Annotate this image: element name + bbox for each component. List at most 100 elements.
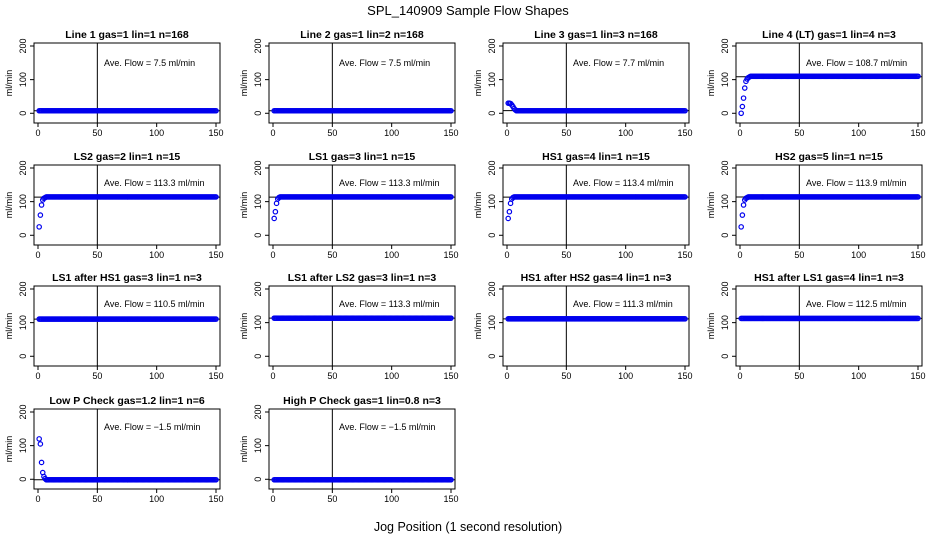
- x-tick-label: 100: [149, 371, 164, 381]
- panel-title: HS2 gas=5 lin=1 n=15: [775, 151, 883, 163]
- average-flow-annotation: Ave. Flow = 113.3 ml/min: [339, 178, 439, 188]
- y-tick-label: 0: [18, 111, 28, 116]
- y-tick-label: 100: [253, 438, 263, 453]
- x-tick-label: 0: [270, 128, 275, 138]
- x-tick-label: 100: [384, 128, 399, 138]
- figure-title: SPL_140909 Sample Flow Shapes: [367, 3, 569, 18]
- data-point: [213, 476, 219, 483]
- y-tick-label: 0: [487, 354, 497, 359]
- data-point: [739, 103, 746, 110]
- x-tick-label: 100: [384, 371, 399, 381]
- x-tick-label: 150: [208, 371, 223, 381]
- panel-11: HS1 after HS2 gas=4 lin=1 n=3 Ave. Flow =…: [473, 272, 693, 381]
- average-flow-annotation: Ave. Flow = 113.9 ml/min: [806, 178, 906, 188]
- y-tick-label: 100: [720, 72, 730, 87]
- panel-title: Line 1 gas=1 lin=1 n=168: [65, 29, 189, 41]
- data-point: [507, 200, 514, 207]
- panel-5: LS2 gas=2 lin=1 n=15 Ave. Flow = 113.3 ml…: [4, 151, 224, 260]
- x-tick-label: 100: [149, 494, 164, 504]
- panel-title: HS1 after HS2 gas=4 lin=1 n=3: [521, 272, 672, 284]
- data-point: [915, 73, 921, 80]
- plot-frame: [735, 42, 923, 124]
- x-tick-label: 150: [208, 494, 223, 504]
- y-tick-label: 100: [253, 315, 263, 330]
- y-axis-label: ml/min: [706, 192, 716, 219]
- panel-10: LS1 after LS2 gas=3 lin=1 n=3 Ave. Flow =…: [239, 272, 459, 381]
- x-tick-label: 0: [737, 250, 742, 260]
- panel-title: LS1 after LS2 gas=3 lin=1 n=3: [288, 272, 437, 284]
- y-tick-label: 100: [487, 72, 497, 87]
- y-tick-label: 0: [18, 477, 28, 482]
- data-point: [738, 110, 744, 117]
- x-tick-label: 50: [327, 250, 337, 260]
- data-point: [38, 202, 45, 208]
- y-tick-label: 0: [18, 354, 28, 359]
- panel-2: Line 2 gas=1 lin=2 n=168 Ave. Flow = 7.5 …: [239, 29, 459, 138]
- y-tick-label: 200: [253, 281, 263, 296]
- panel-1: Line 1 gas=1 lin=1 n=168 Ave. Flow = 7.5 …: [4, 29, 224, 138]
- y-tick-label: 0: [253, 111, 263, 116]
- data-point: [682, 316, 688, 322]
- x-tick-label: 0: [737, 128, 742, 138]
- x-tick-label: 50: [92, 128, 102, 138]
- data-point: [448, 315, 454, 321]
- x-tick-label: 50: [794, 371, 804, 381]
- panel-title: Line 3 gas=1 lin=3 n=168: [534, 29, 658, 41]
- x-tick-label: 150: [677, 371, 692, 381]
- data-point: [213, 316, 219, 322]
- data-point: [682, 194, 688, 200]
- y-tick-label: 200: [487, 281, 497, 296]
- plot-frame: [33, 164, 221, 246]
- x-tick-label: 50: [327, 494, 337, 504]
- panel-title: HS1 gas=4 lin=1 n=15: [542, 151, 650, 163]
- plot-frame: [502, 42, 690, 124]
- x-tick-label: 50: [92, 494, 102, 504]
- y-tick-label: 200: [720, 160, 730, 175]
- data-point: [506, 208, 513, 215]
- data-points: [271, 315, 454, 321]
- y-tick-label: 200: [720, 281, 730, 296]
- data-point: [739, 212, 746, 218]
- panel-title: LS1 gas=3 lin=1 n=15: [309, 151, 416, 163]
- y-tick-label: 100: [18, 315, 28, 330]
- y-axis-label: ml/min: [4, 192, 14, 219]
- panel-6: LS1 gas=3 lin=1 n=15 Ave. Flow = 113.3 ml…: [239, 151, 459, 260]
- x-tick-label: 50: [327, 371, 337, 381]
- data-point: [740, 95, 747, 101]
- y-tick-label: 200: [253, 38, 263, 53]
- y-tick-label: 200: [18, 160, 28, 175]
- y-tick-label: 100: [253, 72, 263, 87]
- x-tick-label: 50: [561, 250, 571, 260]
- data-point: [272, 208, 279, 215]
- y-tick-label: 0: [720, 233, 730, 238]
- x-tick-label: 100: [384, 494, 399, 504]
- average-flow-annotation: Ave. Flow = −1.5 ml/min: [339, 422, 435, 432]
- x-tick-label: 0: [270, 250, 275, 260]
- plot-frame: [268, 42, 456, 124]
- x-tick-label: 100: [851, 371, 866, 381]
- data-point: [36, 224, 42, 230]
- average-flow-annotation: Ave. Flow = 7.5 ml/min: [339, 58, 430, 68]
- x-tick-label: 50: [794, 128, 804, 138]
- y-tick-label: 0: [253, 354, 263, 359]
- x-tick-label: 150: [910, 128, 925, 138]
- plot-frame: [33, 408, 221, 490]
- panel-title: LS1 after HS1 gas=3 lin=1 n=3: [52, 272, 202, 284]
- x-tick-label: 50: [92, 371, 102, 381]
- data-point: [213, 194, 219, 200]
- plot-frame: [502, 164, 690, 246]
- y-tick-label: 200: [253, 404, 263, 419]
- average-flow-annotation: Ave. Flow = 111.3 ml/min: [573, 299, 673, 309]
- plot-frame: [735, 164, 923, 246]
- data-points: [271, 476, 454, 483]
- plot-frame: [33, 285, 221, 367]
- x-tick-label: 50: [561, 371, 571, 381]
- data-point: [740, 202, 747, 208]
- data-point: [448, 194, 454, 200]
- panel-12: HS1 after LS1 gas=4 lin=1 n=3 Ave. Flow =…: [706, 272, 926, 381]
- x-tick-label: 0: [504, 371, 509, 381]
- y-tick-label: 200: [253, 160, 263, 175]
- x-tick-label: 150: [208, 250, 223, 260]
- y-tick-label: 200: [18, 281, 28, 296]
- data-point: [271, 215, 277, 222]
